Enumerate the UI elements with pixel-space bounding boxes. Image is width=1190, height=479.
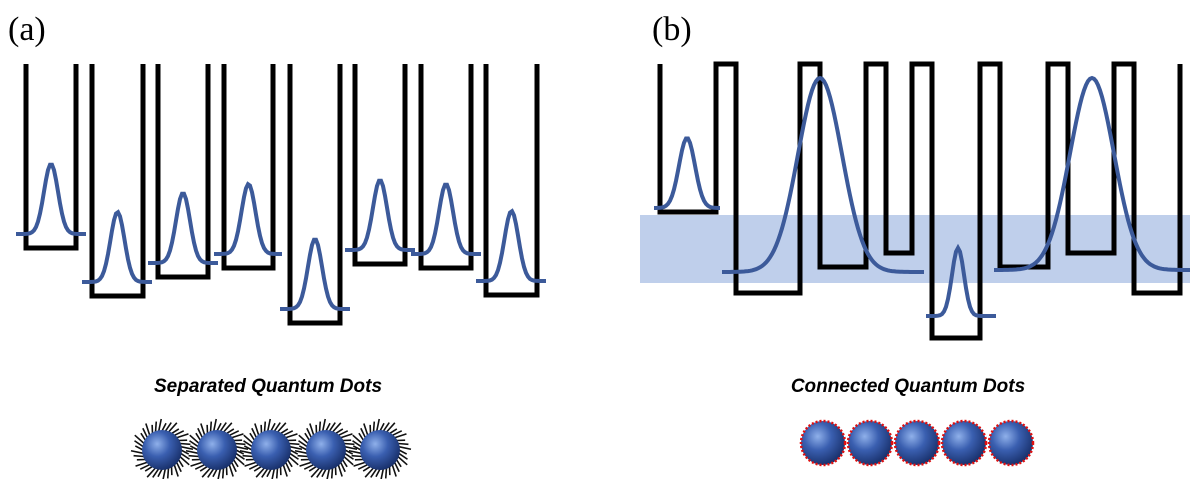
nanoparticle <box>942 421 986 465</box>
nanoparticle <box>895 421 939 465</box>
ligand <box>189 456 200 457</box>
ligand <box>398 444 409 445</box>
ligand <box>191 462 203 466</box>
caption: Separated Quantum Dots <box>154 376 382 397</box>
well <box>486 64 537 295</box>
nanoparticle <box>360 430 400 470</box>
ligand <box>211 422 212 433</box>
ligand <box>168 468 169 479</box>
well <box>92 64 143 296</box>
ligand <box>298 456 309 457</box>
ligand <box>214 419 217 431</box>
ligand <box>277 468 278 479</box>
ligand <box>223 468 224 479</box>
ligand <box>286 434 298 438</box>
well <box>421 64 471 268</box>
ligand <box>218 469 221 479</box>
ligand <box>131 451 143 454</box>
nanoparticle <box>142 430 182 470</box>
ligand <box>332 468 333 479</box>
ligand <box>320 422 321 433</box>
well <box>26 64 76 248</box>
wavefunction <box>654 139 720 209</box>
panel-label: (b) <box>652 11 692 48</box>
figure: (a) (b) Separated Quantum Dots Connected… <box>0 0 1190 479</box>
ligand <box>201 424 205 436</box>
ligand <box>159 419 162 431</box>
panel-label: (a) <box>8 11 46 48</box>
ligand <box>354 462 366 466</box>
nanoparticle <box>801 421 845 465</box>
ligand <box>136 462 148 466</box>
ligand <box>174 465 178 477</box>
nanoparticle <box>306 430 346 470</box>
ligand <box>289 444 300 445</box>
ligand <box>180 444 191 445</box>
nanoparticles <box>131 419 1033 479</box>
ligand <box>395 434 407 438</box>
nanoparticle <box>197 430 237 470</box>
nanoparticle <box>848 421 892 465</box>
ligand <box>338 465 342 477</box>
ligand <box>300 462 312 466</box>
ligand <box>364 424 368 436</box>
ligand <box>243 456 254 457</box>
ligand <box>245 462 257 466</box>
nanoparticle <box>989 421 1033 465</box>
ligand <box>323 419 326 431</box>
ligand <box>268 419 271 431</box>
potential-wells <box>26 64 1180 338</box>
ligand <box>341 434 353 438</box>
ligand <box>232 434 244 438</box>
ligand <box>327 469 330 479</box>
well <box>355 64 405 264</box>
ligand <box>146 424 150 436</box>
ligand <box>310 424 314 436</box>
ligand <box>134 456 145 457</box>
ligand <box>235 444 246 445</box>
well <box>660 64 1180 338</box>
ligand <box>177 434 189 438</box>
well <box>224 64 273 268</box>
caption: Connected Quantum Dots <box>791 376 1025 397</box>
ligand <box>156 422 157 433</box>
ligand <box>272 469 275 479</box>
ligand <box>377 419 380 431</box>
ligand <box>163 469 166 479</box>
ligand <box>344 444 355 445</box>
ligand <box>399 447 411 450</box>
ligand <box>265 422 266 433</box>
nanoparticle <box>251 430 291 470</box>
ligand <box>352 456 363 457</box>
ligand <box>392 465 396 477</box>
well <box>158 64 208 277</box>
ligand <box>229 465 233 477</box>
well <box>290 64 340 323</box>
ligand <box>283 465 287 477</box>
ligand <box>381 469 384 479</box>
ligand <box>255 424 259 436</box>
ligand <box>386 468 387 479</box>
ligand <box>374 422 375 433</box>
